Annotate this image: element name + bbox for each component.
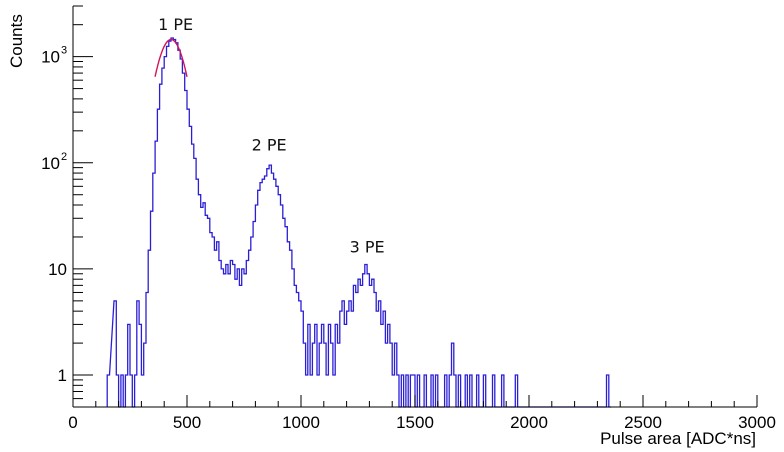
peak-annotation: 3 PE	[350, 238, 385, 257]
histogram-layer	[106, 37, 612, 408]
y-tick-label: 10	[41, 154, 60, 173]
gaussian-fit-curve	[154, 38, 188, 77]
peak-annotation: 2 PE	[252, 135, 287, 154]
x-tick-label: 500	[173, 413, 201, 432]
y-tick-label: 10	[48, 260, 67, 279]
x-axis-title: Pulse area [ADC*ns]	[600, 429, 756, 448]
histogram-outline	[106, 37, 612, 408]
y-tick-exponent: 3	[61, 45, 67, 57]
y-axis-title: Counts	[7, 14, 26, 68]
y-tick-exponent: 2	[61, 151, 67, 163]
x-tick-label: 3000	[738, 413, 776, 432]
x-tick-label: 2500	[624, 413, 662, 432]
y-tick-label: 1	[58, 366, 67, 385]
annotations-layer: 1 PE 2 PE 3 PE	[158, 15, 385, 257]
axes-layer	[72, 6, 757, 408]
x-tick-label: 1500	[396, 413, 434, 432]
fit-curve-layer	[154, 38, 188, 77]
y-tick-label: 10	[41, 48, 60, 67]
x-tick-label: 2000	[510, 413, 548, 432]
x-tick-label: 0	[68, 413, 77, 432]
x-tick-label: 1000	[282, 413, 320, 432]
peak-annotation: 1 PE	[158, 15, 193, 34]
